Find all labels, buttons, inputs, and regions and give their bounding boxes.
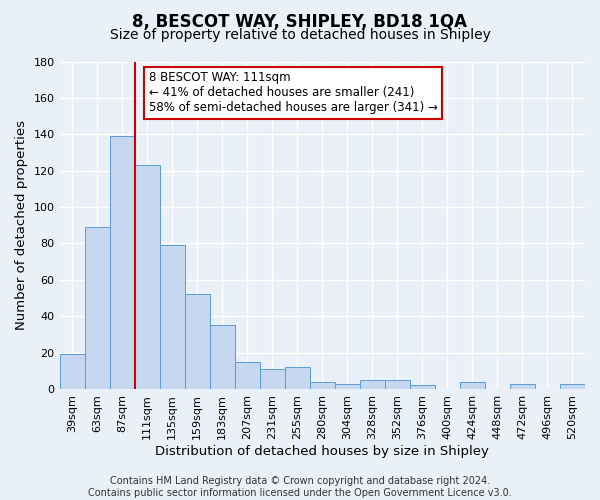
Bar [460, 382, 485, 389]
Bar [360, 380, 385, 389]
Bar [110, 136, 134, 389]
X-axis label: Distribution of detached houses by size in Shipley: Distribution of detached houses by size … [155, 444, 489, 458]
Bar [185, 294, 209, 389]
Bar [285, 367, 310, 389]
Bar [134, 165, 160, 389]
Bar [335, 384, 360, 389]
Bar [560, 384, 585, 389]
Text: Contains HM Land Registry data © Crown copyright and database right 2024.
Contai: Contains HM Land Registry data © Crown c… [88, 476, 512, 498]
Bar [385, 380, 410, 389]
Bar [510, 384, 535, 389]
Bar [310, 382, 335, 389]
Bar [85, 227, 110, 389]
Bar [160, 245, 185, 389]
Text: 8 BESCOT WAY: 111sqm
← 41% of detached houses are smaller (241)
58% of semi-deta: 8 BESCOT WAY: 111sqm ← 41% of detached h… [149, 72, 438, 114]
Bar [410, 386, 435, 389]
Bar [235, 362, 260, 389]
Y-axis label: Number of detached properties: Number of detached properties [15, 120, 28, 330]
Bar [59, 354, 85, 389]
Bar [260, 369, 285, 389]
Text: Size of property relative to detached houses in Shipley: Size of property relative to detached ho… [110, 28, 490, 42]
Text: 8, BESCOT WAY, SHIPLEY, BD18 1QA: 8, BESCOT WAY, SHIPLEY, BD18 1QA [133, 12, 467, 30]
Bar [209, 326, 235, 389]
